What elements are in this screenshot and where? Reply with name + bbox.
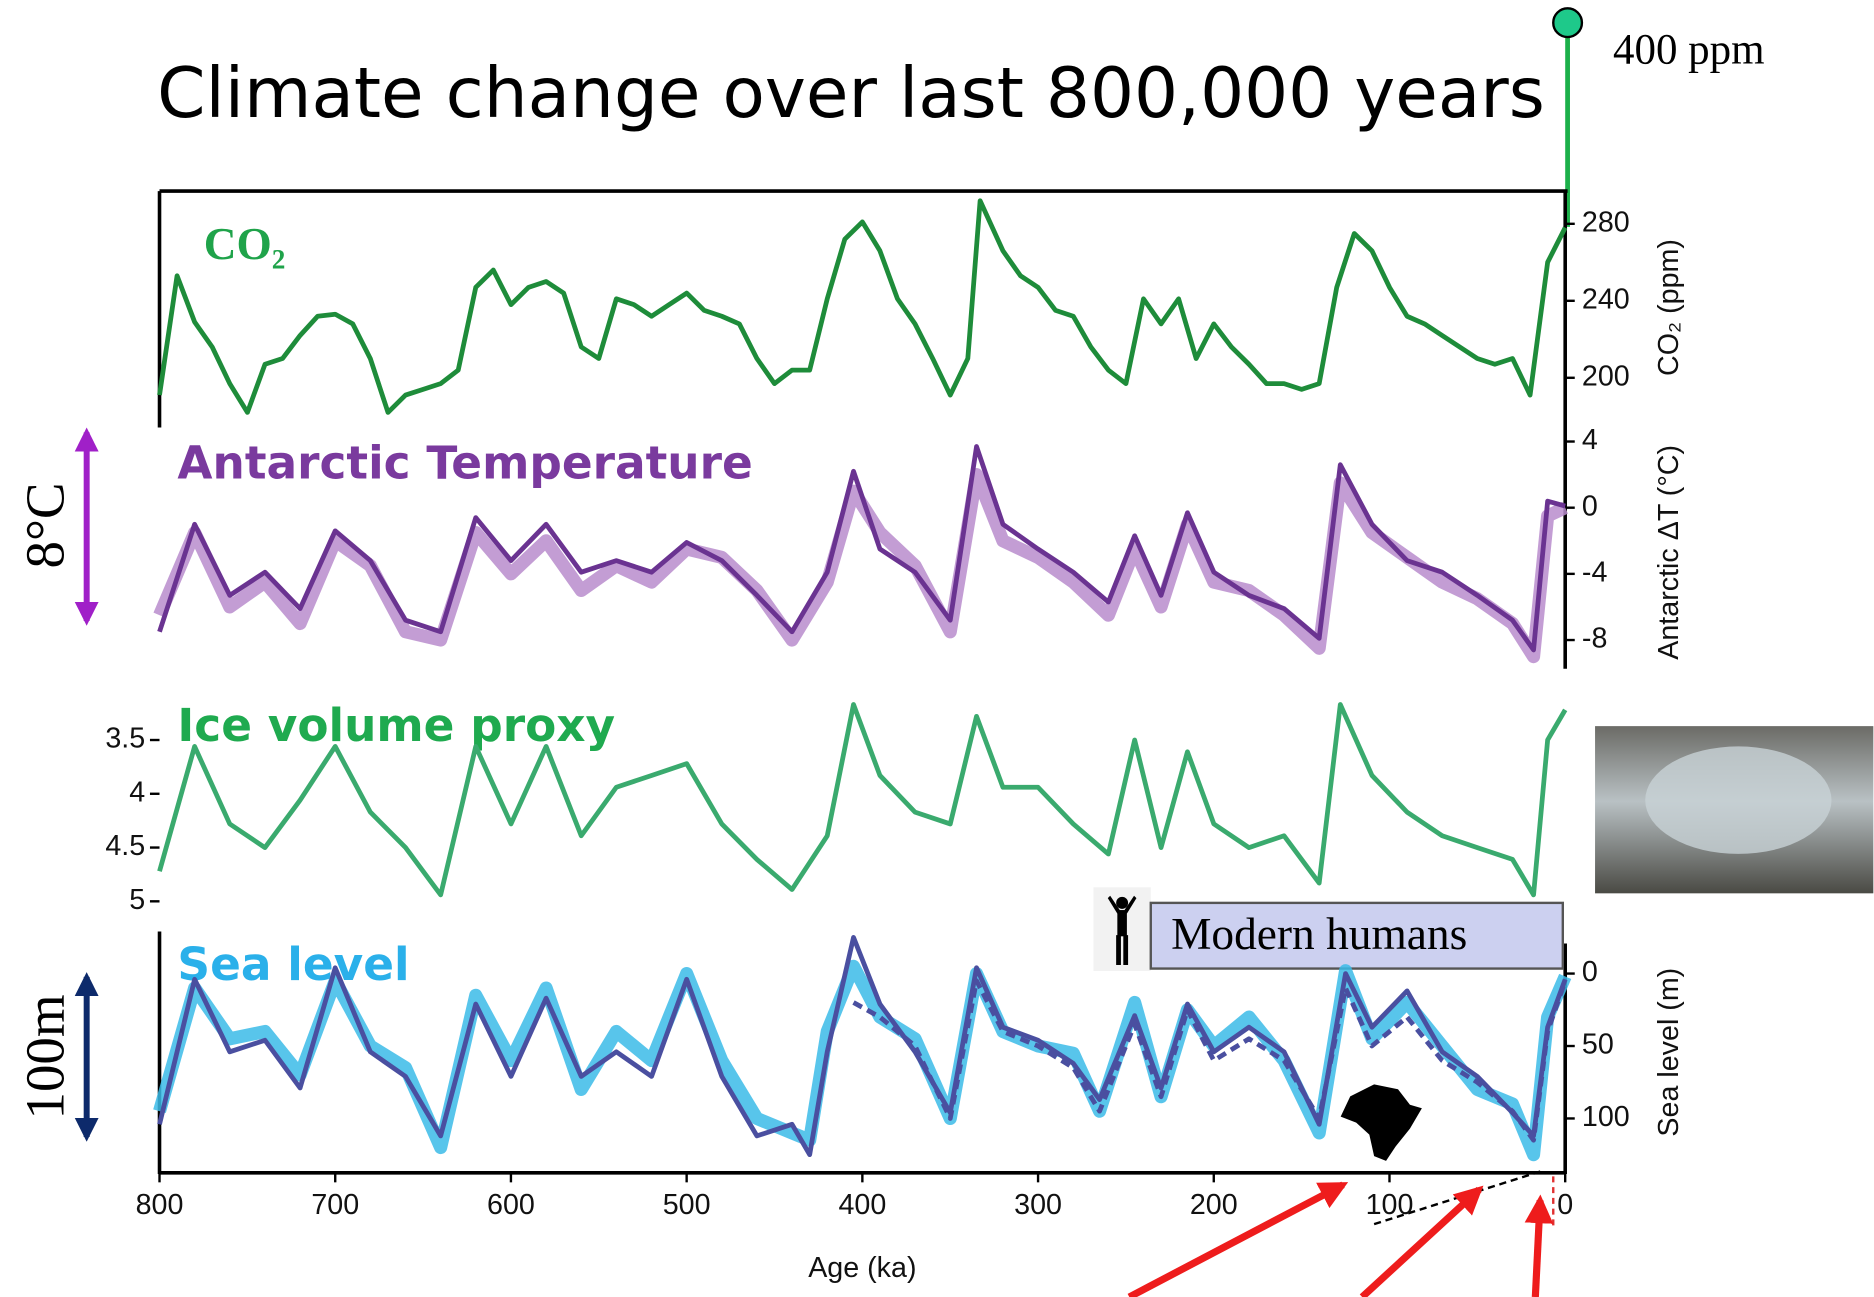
y-tick-label: 280 xyxy=(1582,206,1630,238)
x-tick-label: 100 xyxy=(1366,1189,1414,1221)
y-tick-label: 0 xyxy=(1582,956,1598,988)
y-tick-label: 50 xyxy=(1582,1029,1614,1061)
page-title: Climate change over last 800,000 years xyxy=(157,54,1545,134)
x-tick-label: 800 xyxy=(136,1189,184,1221)
ice-core xyxy=(1645,746,1832,854)
band-line xyxy=(153,468,1568,664)
y-tick-label: -4 xyxy=(1582,556,1608,588)
y-tick-label: 200 xyxy=(1582,360,1630,392)
y-tick-label: 4 xyxy=(1582,424,1598,456)
human-icon xyxy=(1107,895,1137,965)
y-tick-label: 0 xyxy=(1582,490,1598,522)
y-tick-label: 4 xyxy=(129,776,145,808)
sea-range-label: 100m xyxy=(14,994,75,1119)
y-axis-label: Antarctic ΔT (°C) xyxy=(1653,445,1685,660)
panel-label: CO₂ xyxy=(204,219,286,269)
x-tick-label: 500 xyxy=(663,1189,711,1221)
co2-now-dot xyxy=(1552,7,1584,39)
y-tick-label: 4.5 xyxy=(105,830,145,862)
series-line xyxy=(157,444,1566,653)
humans-label: Modern humans xyxy=(1171,909,1467,959)
y-axis-label: Sea level (m) xyxy=(1653,968,1685,1137)
co2-now-label: 400 ppm xyxy=(1613,27,1765,74)
y-axis-label: CO₂ (ppm) xyxy=(1653,239,1685,376)
series-line xyxy=(157,935,1568,1158)
y-tick-label: 3.5 xyxy=(105,723,145,755)
humans-box xyxy=(1149,901,1565,970)
panel-label: Sea level xyxy=(177,938,409,991)
temp-range-label: 8°C xyxy=(14,482,75,568)
frame xyxy=(157,189,1568,1175)
x-axis-label: Age (ka) xyxy=(808,1252,916,1284)
y-tick-label: 240 xyxy=(1582,283,1630,315)
series-line xyxy=(852,978,1568,1143)
x-tick-label: 300 xyxy=(1014,1189,1062,1221)
panel-label: Ice volume proxy xyxy=(177,699,615,752)
red-arrows xyxy=(1127,1181,1554,1297)
x-tick-label: 200 xyxy=(1190,1189,1238,1221)
x-tick-label: 400 xyxy=(838,1189,886,1221)
panel-label: Antarctic Temperature xyxy=(177,436,752,489)
x-tick-label: 700 xyxy=(311,1189,359,1221)
series-line xyxy=(157,702,1568,898)
y-tick-label: 100 xyxy=(1582,1101,1630,1133)
series-line xyxy=(157,198,1568,415)
y-tick-label: -8 xyxy=(1582,623,1607,655)
y-tick-label: 5 xyxy=(129,884,145,916)
x-tick-label: 600 xyxy=(487,1189,535,1221)
africa-icon xyxy=(1340,1084,1422,1161)
x-tick-label: 0 xyxy=(1557,1189,1573,1221)
